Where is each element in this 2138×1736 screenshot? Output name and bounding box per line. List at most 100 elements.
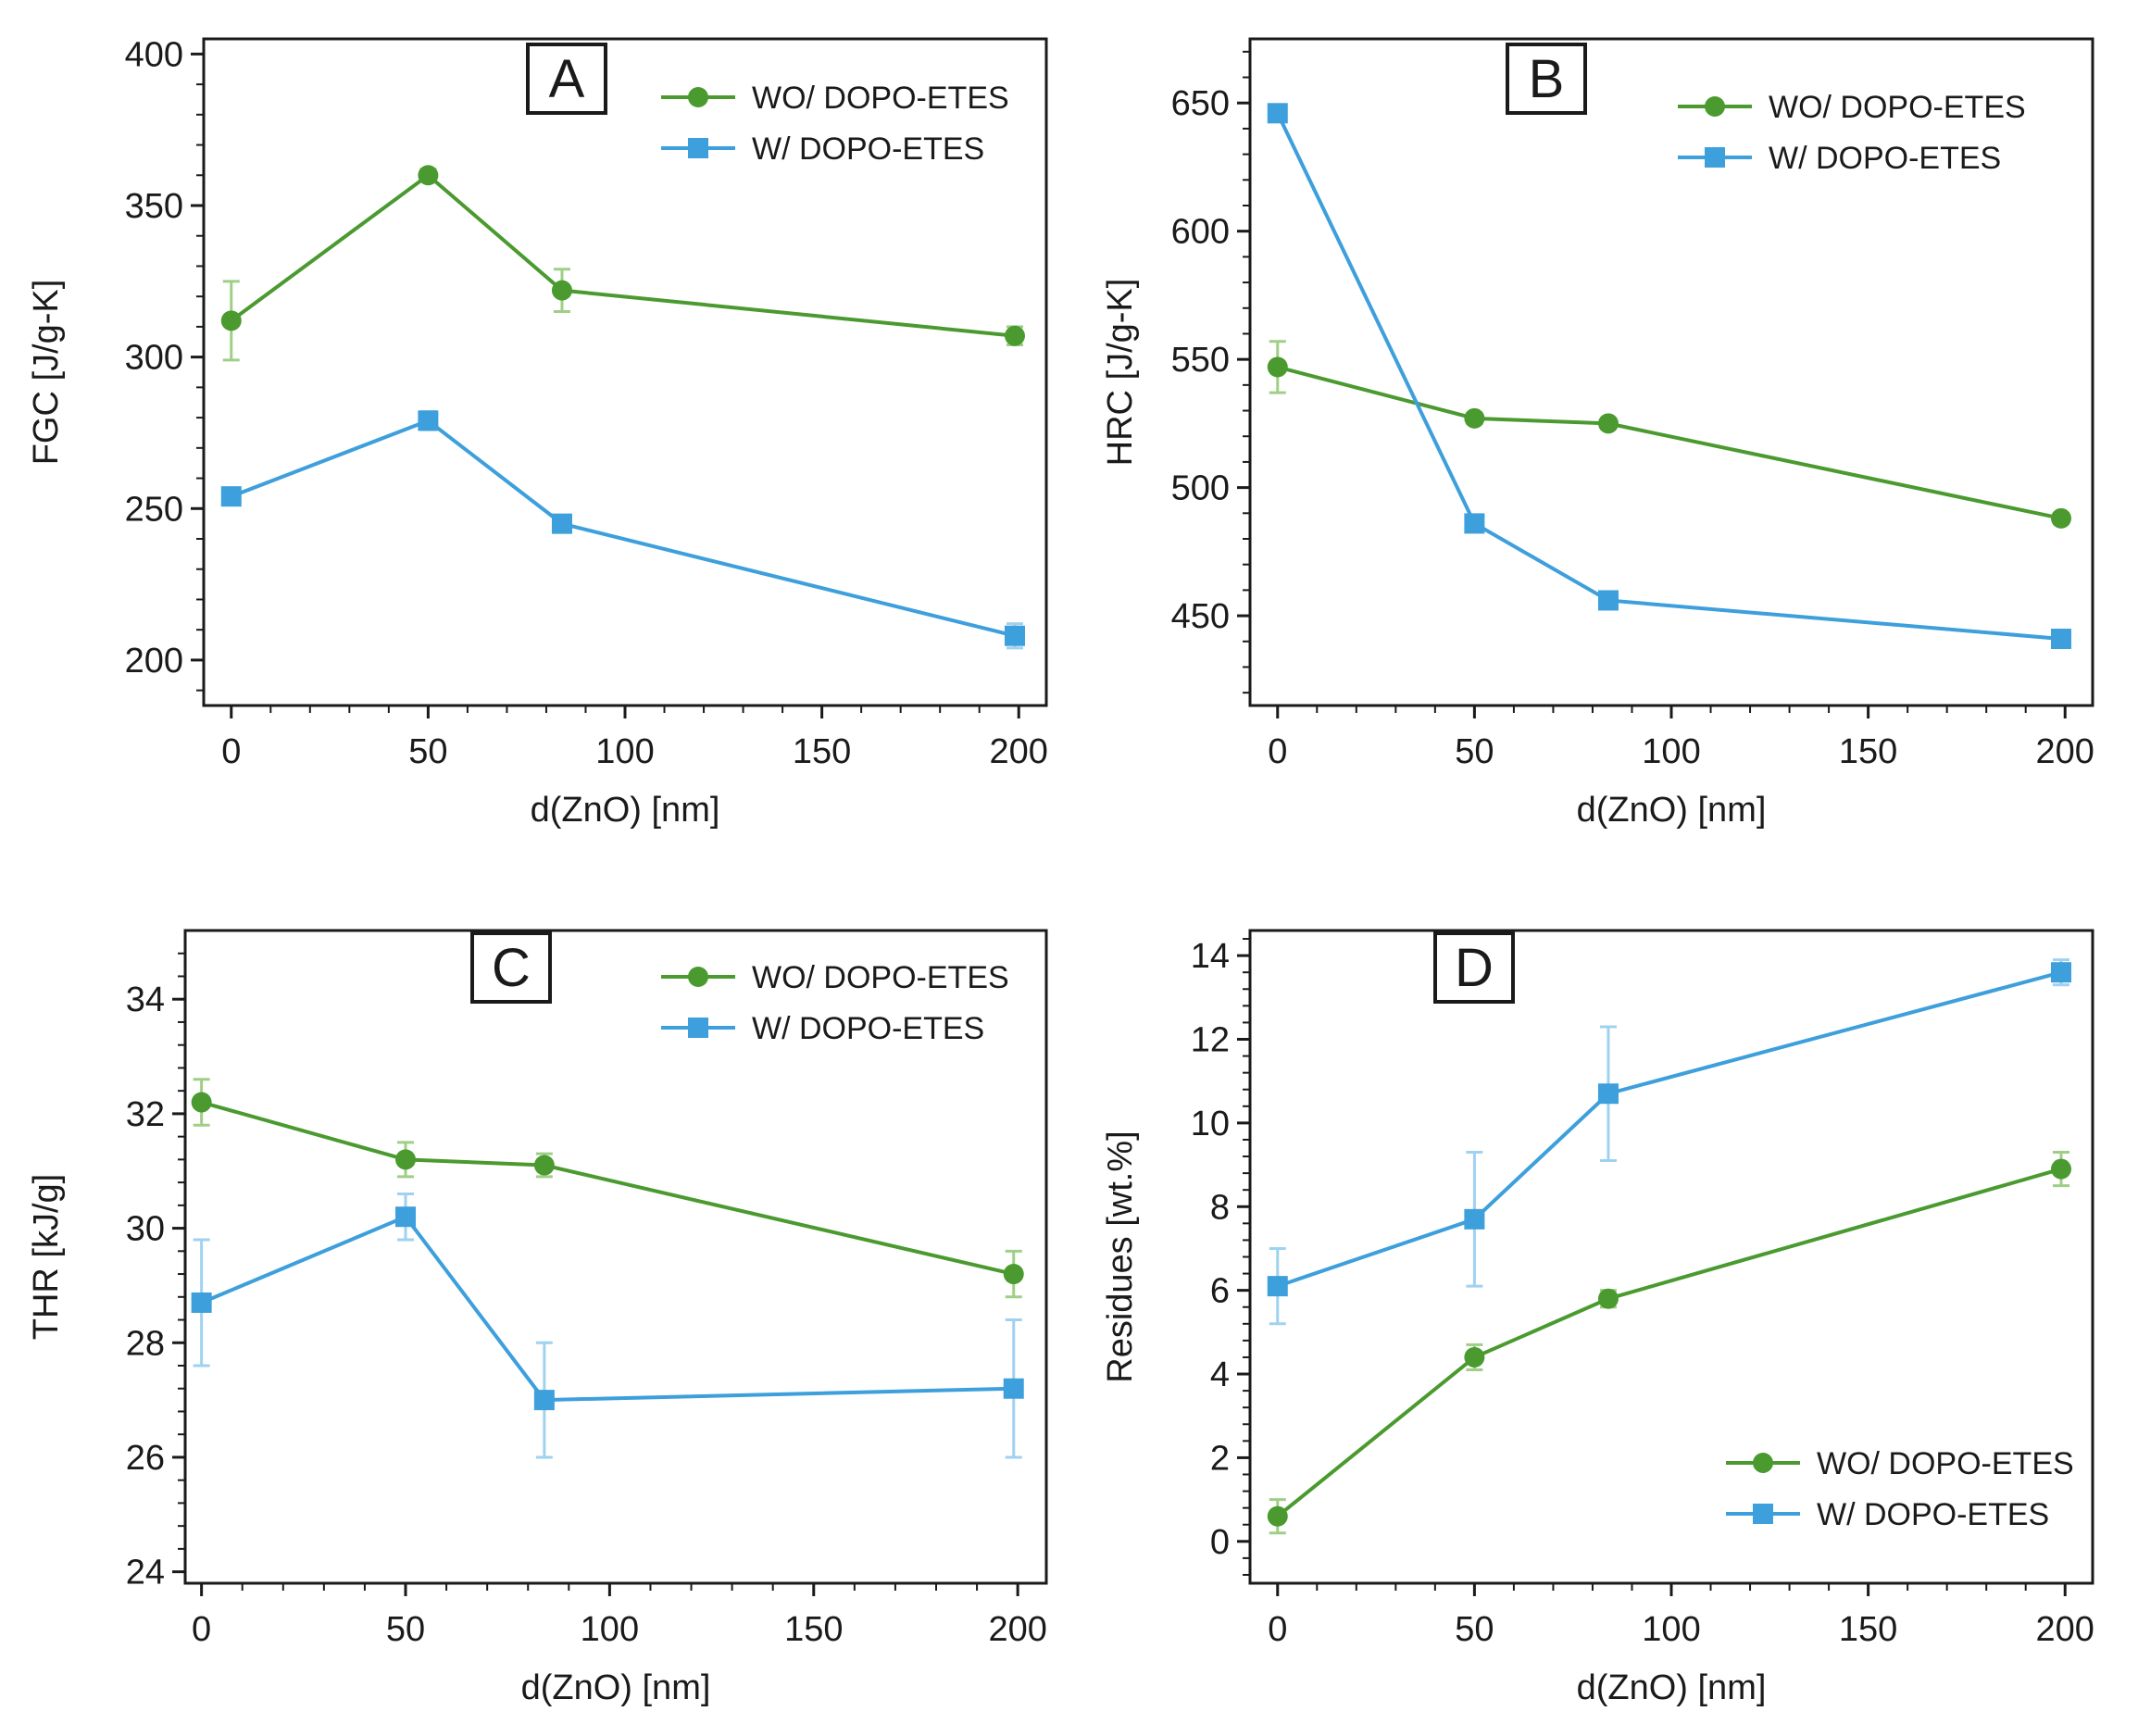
panel-a: 0 50 100 150 200 200 250 300 350 400 d(ZnO) [nm] FG… (27, 35, 1048, 830)
series-w-dopo-etes (1267, 958, 2071, 1326)
data-point (1003, 1378, 1024, 1399)
legend-marker (688, 1018, 708, 1038)
y-tick-label: 600 (1171, 213, 1230, 252)
x-axis-label: d(ZnO) [nm] (531, 791, 720, 830)
series-line (200, 1214, 1014, 1403)
data-point (533, 1390, 555, 1411)
data-point (1004, 625, 1025, 646)
y-tick-label: 30 (126, 1210, 165, 1249)
legend-label: W/ DOPO-ETES (1817, 1497, 2049, 1532)
y-tick-label: 12 (1191, 1021, 1230, 1060)
panel-letter: A (549, 49, 585, 109)
data-point (1464, 513, 1485, 534)
legend-label: WO/ DOPO-ETES (752, 960, 1009, 995)
y-tick-label: 400 (125, 35, 183, 74)
data-point (1597, 590, 1619, 611)
data-point (1267, 103, 1288, 124)
y-tick-label: 14 (1191, 937, 1230, 976)
series-line (230, 172, 1016, 338)
legend: WO/ DOPO-ETES W/ DOPO-ETES (1678, 90, 2026, 176)
data-point (1267, 356, 1288, 378)
y-tick-label: 500 (1171, 469, 1230, 508)
legend-label: WO/ DOPO-ETES (1817, 1446, 2074, 1481)
x-tick-label: 0 (1268, 1610, 1287, 1649)
panel-c: 0 50 100 150 200 24 26 28 30 32 34 d(ZnO) [nm] THR [… (27, 929, 1048, 1707)
y-tick-label: 350 (125, 187, 183, 226)
series-line (201, 1100, 1015, 1277)
x-tick-label: 150 (1839, 1610, 1897, 1649)
panel-letter: B (1529, 49, 1565, 109)
series-wo-dopo-etes (220, 165, 1025, 362)
data-point (1267, 1505, 1288, 1527)
data-point (2050, 962, 2071, 983)
y-tick-label: 32 (126, 1095, 165, 1134)
x-tick-label: 100 (1642, 732, 1700, 771)
x-tick-label: 50 (1455, 732, 1494, 771)
series-line (1277, 365, 2062, 520)
x-tick-label: 150 (784, 1610, 843, 1649)
x-tick-label: 150 (793, 732, 851, 771)
x-tick-label: 200 (988, 1610, 1046, 1649)
y-tick-label: 550 (1171, 341, 1230, 380)
x-tick-label: 150 (1839, 732, 1897, 771)
legend-marker (1705, 147, 1725, 168)
data-point (1597, 1083, 1619, 1105)
x-tick-label: 0 (1268, 732, 1287, 771)
data-point (551, 280, 572, 301)
y-axis-label: THR [kJ/g] (27, 1174, 66, 1340)
series-wo-dopo-etes (191, 1078, 1024, 1299)
x-tick-label: 200 (2036, 732, 2094, 771)
panel-b: 0 50 100 150 200 450 500 550 600 650 d(ZnO) [nm] HR… (1101, 37, 2094, 830)
y-tick-label: 200 (125, 642, 183, 681)
panel-letter-box (526, 43, 607, 115)
series-line (1277, 970, 2062, 1289)
series-wo-dopo-etes (1267, 1151, 2071, 1535)
panel-d: 0 50 100 150 200 0 2 4 6 8 10 12 14 d(ZnO) [nm] Residu… (1101, 929, 2094, 1707)
legend-label: WO/ DOPO-ETES (752, 81, 1009, 116)
panel-letter-box (1506, 43, 1587, 115)
series-line (1276, 1167, 2062, 1518)
data-point (191, 1292, 212, 1313)
y-tick-label: 8 (1210, 1188, 1230, 1227)
data-point (2050, 507, 2071, 529)
y-tick-label: 450 (1171, 597, 1230, 636)
series-wo-dopo-etes (1267, 340, 2071, 529)
legend-marker (1753, 1453, 1773, 1473)
legend: WO/ DOPO-ETES W/ DOPO-ETES (661, 81, 1009, 167)
legend-marker (1753, 1504, 1773, 1524)
legend: WO/ DOPO-ETES W/ DOPO-ETES (1726, 1446, 2074, 1532)
data-point (551, 513, 572, 534)
x-tick-label: 200 (2036, 1610, 2094, 1649)
x-tick-label: 100 (581, 1610, 639, 1649)
y-tick-label: 300 (125, 339, 183, 378)
data-point (418, 165, 439, 186)
y-axis-label: FGC [J/g-K] (27, 280, 66, 466)
series-w-dopo-etes (1267, 103, 2071, 649)
y-tick-label: 2 (1210, 1439, 1230, 1478)
data-point (395, 1206, 417, 1228)
data-point (1597, 1288, 1619, 1309)
legend-label: WO/ DOPO-ETES (1769, 90, 2026, 125)
y-tick-label: 26 (126, 1439, 165, 1478)
data-point (395, 1149, 417, 1170)
data-point (220, 310, 242, 331)
y-tick-label: 24 (126, 1554, 165, 1592)
panel-letter-box (1433, 931, 1515, 1004)
y-tick-label: 250 (125, 490, 183, 529)
plot-frame (183, 929, 1048, 1585)
series-w-dopo-etes (220, 410, 1025, 650)
y-tick-label: 6 (1210, 1272, 1230, 1311)
series-w-dopo-etes (191, 1192, 1024, 1459)
panel-letter: C (492, 938, 531, 998)
data-point (220, 486, 242, 507)
x-tick-label: 50 (1455, 1610, 1494, 1649)
x-tick-label: 50 (386, 1610, 425, 1649)
x-tick-label: 50 (408, 732, 447, 771)
data-point (1597, 413, 1619, 434)
data-point (2050, 629, 2071, 649)
legend-marker (688, 87, 708, 107)
y-axis-label: Residues [wt.%] (1101, 1130, 1140, 1382)
data-point (1464, 1346, 1485, 1368)
